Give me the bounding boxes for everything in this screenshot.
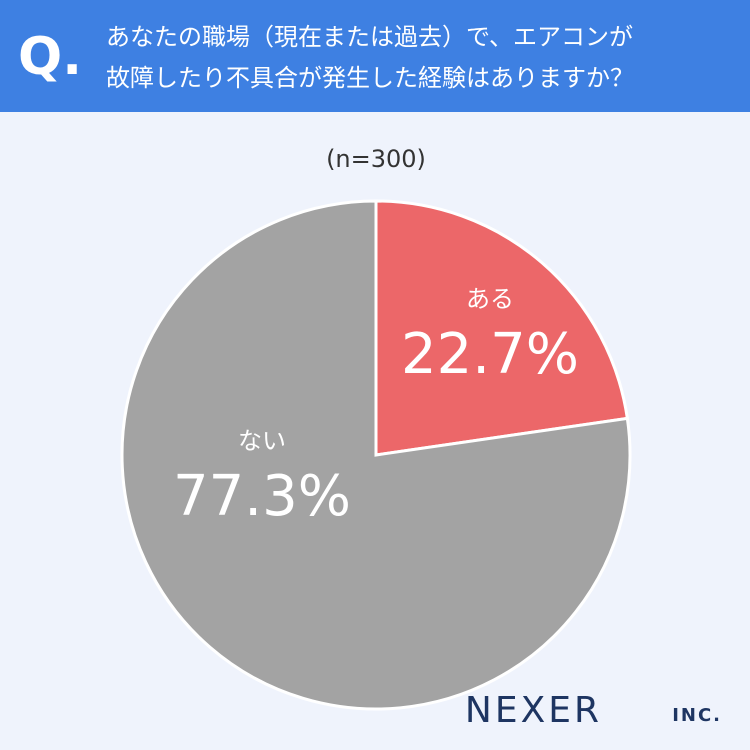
- pie: ある 22.7% ない 77.3%: [120, 199, 632, 711]
- value-label: 22.7%: [401, 322, 579, 387]
- header-band: [0, 0, 750, 112]
- logo-name: NEXER: [465, 690, 602, 731]
- title-line: 故障したり不具合が発生した経験はありますか？: [106, 64, 634, 92]
- q-mark: Q.: [18, 27, 82, 87]
- slice-label: ある: [466, 285, 514, 313]
- subtitle: (n=300): [326, 145, 426, 173]
- title-line: あなたの職場（現在または過去）で、エアコンが: [106, 23, 633, 51]
- value-label: 77.3%: [173, 464, 351, 529]
- pie-slice: [120, 199, 632, 711]
- pie-slice: [374, 199, 630, 457]
- slice-label: ない: [238, 427, 286, 455]
- logo-suffix: INC.: [672, 705, 722, 726]
